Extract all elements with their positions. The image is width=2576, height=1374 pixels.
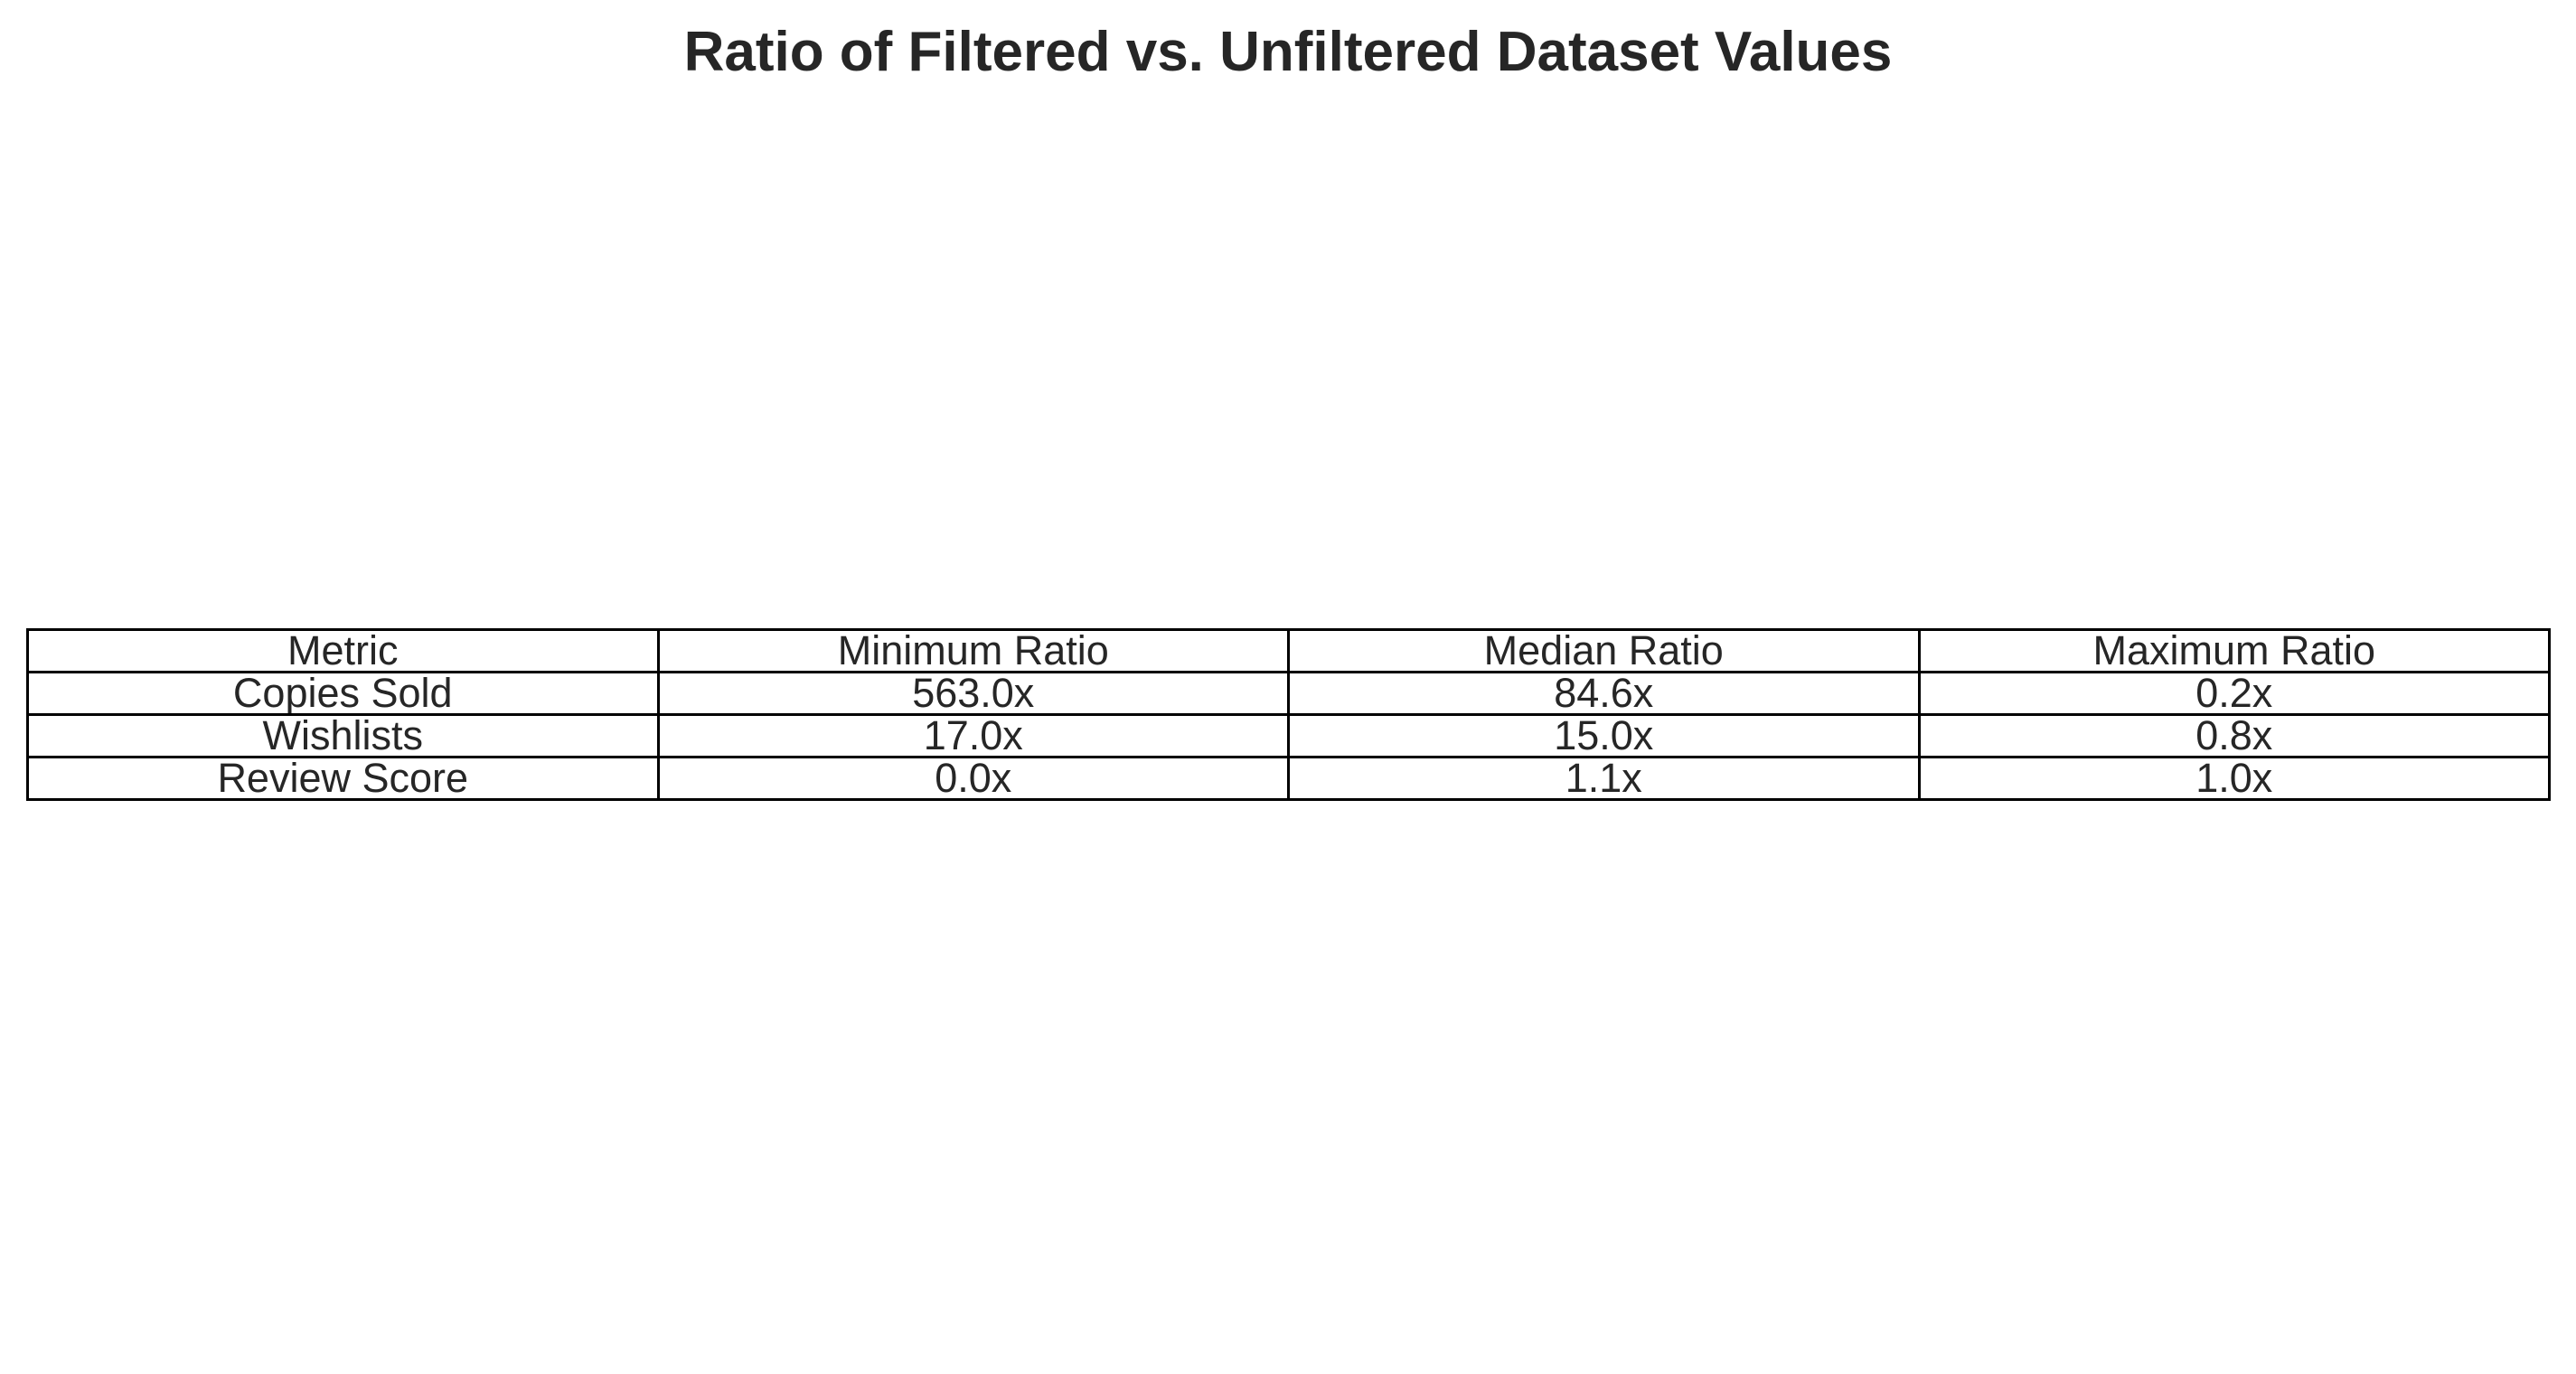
cell-minimum-ratio: 0.0x bbox=[656, 756, 1290, 801]
cell-metric: Wishlists bbox=[26, 713, 660, 758]
header-cell-median-ratio: Median Ratio bbox=[1287, 628, 1921, 673]
cell-minimum-ratio: 17.0x bbox=[656, 713, 1290, 758]
header-cell-maximum-ratio: Maximum Ratio bbox=[1917, 628, 2551, 673]
table-header-row: Metric Minimum Ratio Median Ratio Maximu… bbox=[26, 628, 2551, 673]
cell-minimum-ratio: 563.0x bbox=[656, 671, 1290, 716]
chart-title: Ratio of Filtered vs. Unfiltered Dataset… bbox=[683, 21, 1893, 83]
cell-median-ratio: 1.1x bbox=[1287, 756, 1921, 801]
header-cell-metric: Metric bbox=[26, 628, 660, 673]
cell-median-ratio: 15.0x bbox=[1287, 713, 1921, 758]
ratio-table: Metric Minimum Ratio Median Ratio Maximu… bbox=[26, 628, 2551, 801]
table-row: Review Score 0.0x 1.1x 1.0x bbox=[26, 756, 2551, 801]
cell-maximum-ratio: 0.2x bbox=[1917, 671, 2551, 716]
header-cell-minimum-ratio: Minimum Ratio bbox=[656, 628, 1290, 673]
ratio-table-container: Metric Minimum Ratio Median Ratio Maximu… bbox=[26, 628, 2551, 801]
cell-metric: Copies Sold bbox=[26, 671, 660, 716]
cell-maximum-ratio: 1.0x bbox=[1917, 756, 2551, 801]
cell-maximum-ratio: 0.8x bbox=[1917, 713, 2551, 758]
cell-median-ratio: 84.6x bbox=[1287, 671, 1921, 716]
table-row: Wishlists 17.0x 15.0x 0.8x bbox=[26, 713, 2551, 758]
table-row: Copies Sold 563.0x 84.6x 0.2x bbox=[26, 671, 2551, 716]
cell-metric: Review Score bbox=[26, 756, 660, 801]
